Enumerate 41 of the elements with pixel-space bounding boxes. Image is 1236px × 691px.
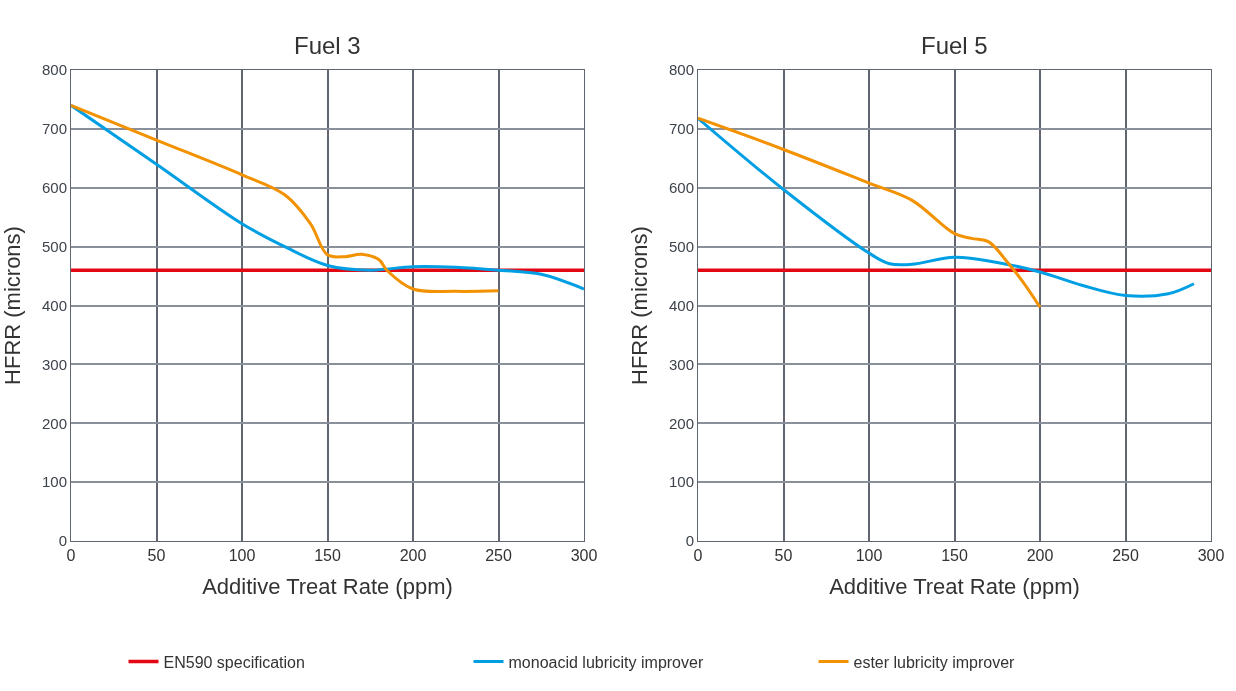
- y-tick-label: 100: [41, 473, 67, 491]
- y-tick-label: 0: [58, 532, 67, 550]
- x-tick-label: 100: [228, 547, 256, 565]
- y-tick-label: 0: [685, 532, 694, 550]
- x-tick-label: 100: [855, 547, 883, 565]
- y-tick-label: 600: [668, 179, 694, 196]
- y-tick-label: 500: [668, 237, 694, 255]
- line-series: [698, 116, 1042, 309]
- x-tick-label: 150: [941, 547, 968, 565]
- x-axis-title: Additive Treat Rate (ppm): [202, 574, 453, 600]
- y-tick-label: 100: [668, 473, 694, 491]
- y-tick-label: 400: [668, 296, 694, 314]
- y-tick-label: 800: [41, 61, 67, 79]
- y-tick-label: 400: [41, 296, 67, 314]
- y-tick-label: 700: [668, 120, 694, 138]
- x-tick-label: 200: [1026, 547, 1054, 565]
- y-tick-label: 600: [41, 179, 67, 196]
- y-axis-title: HFRR (microns): [626, 226, 652, 385]
- x-axis-title: Additive Treat Rate (ppm): [829, 574, 1080, 600]
- y-tick-label: 800: [668, 61, 694, 79]
- line-series: [71, 103, 500, 294]
- legend-label: ester lubricity improver: [853, 653, 1016, 671]
- y-tick-label: 700: [41, 120, 67, 138]
- x-tick-label: 300: [1197, 547, 1225, 565]
- x-tick-label: 250: [1112, 547, 1139, 565]
- chart-title: Fuel 5: [921, 32, 988, 59]
- x-tick-label: 200: [399, 547, 427, 565]
- y-tick-label: 300: [41, 355, 67, 373]
- chart-title: Fuel 3: [294, 32, 361, 59]
- y-tick-label: 300: [668, 355, 694, 373]
- legend-label: monoacid lubricity improver: [508, 653, 704, 671]
- x-tick-label: 250: [485, 547, 512, 565]
- legend-label: EN590 specification: [163, 653, 305, 671]
- x-tick-label: 50: [147, 547, 166, 565]
- y-tick-label: 200: [41, 414, 67, 432]
- x-tick-label: 300: [570, 547, 598, 565]
- y-tick-label: 500: [41, 237, 67, 255]
- x-tick-label: 50: [774, 547, 793, 565]
- x-tick-label: 150: [314, 547, 341, 565]
- y-tick-label: 200: [668, 414, 694, 432]
- y-axis-title: HFRR (microns): [0, 226, 25, 385]
